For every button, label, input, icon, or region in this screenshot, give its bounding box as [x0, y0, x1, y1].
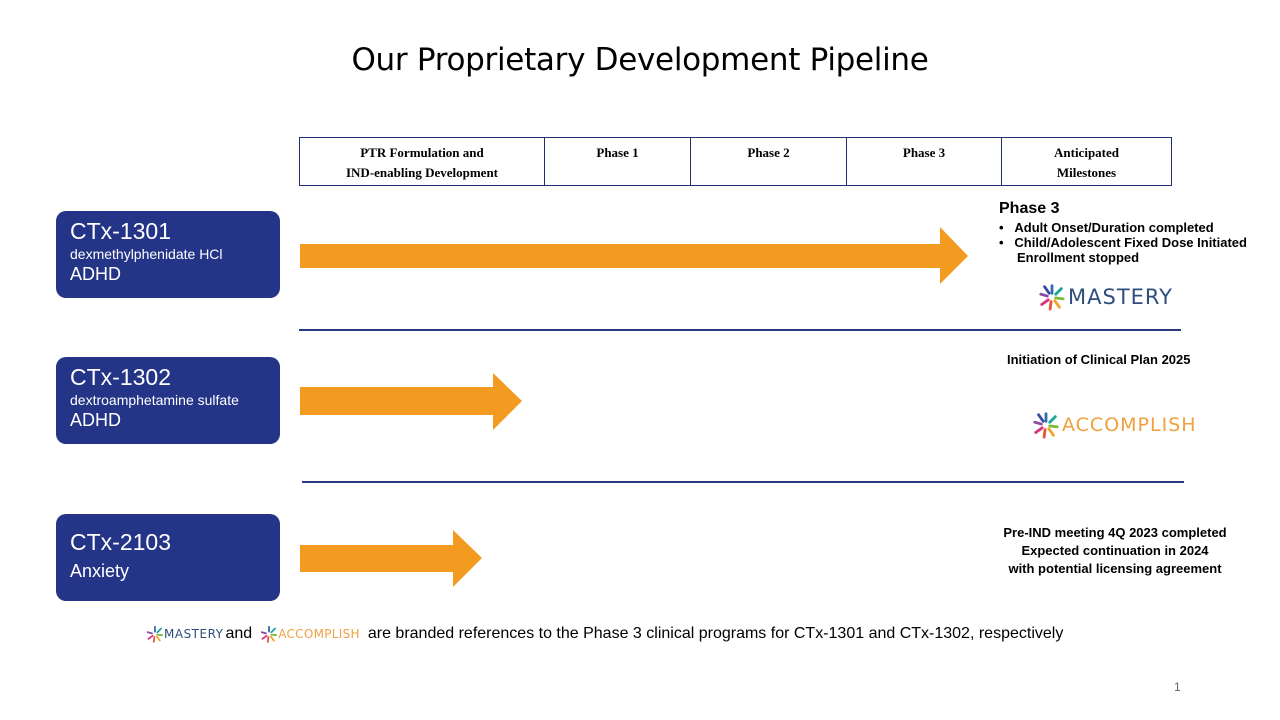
milestone-heading: Phase 3 [999, 200, 1060, 217]
program-code: CTx-2103 [70, 529, 171, 555]
accomplish-wordmark-small: ACCOMPLISH [278, 627, 360, 641]
program-box-ctx2103: CTx-2103 Anxiety [56, 514, 280, 601]
program-box-ctx1301: CTx-1301 dexmethylphenidate HCl ADHD [56, 211, 280, 298]
accomplish-logo: ACCOMPLISH [1032, 410, 1197, 440]
column-header-phase2: Phase 2 [690, 137, 847, 186]
program-code: CTx-1301 [70, 218, 171, 244]
header-line: Milestones [1056, 165, 1117, 180]
milestone-bullet: • Child/Adolescent Fixed Dose Initiated [999, 235, 1247, 250]
footer-and: and [225, 625, 253, 642]
progress-arrow-ctx1301 [300, 227, 968, 284]
mastery-wordmark-small: MASTERY [164, 627, 224, 641]
column-header-phase3: Phase 3 [846, 137, 1002, 186]
program-code: CTx-1302 [70, 364, 171, 390]
column-header-milestones: Anticipated Milestones [1001, 137, 1172, 186]
sunburst-icon [261, 625, 278, 643]
sunburst-icon [146, 625, 164, 643]
mastery-wordmark: MASTERY [1068, 285, 1173, 309]
program-compound: dextroamphetamine sulfate [70, 392, 239, 408]
program-indication: ADHD [70, 264, 122, 284]
column-header-phase1: Phase 1 [544, 137, 691, 186]
milestone-bullet: Enrollment stopped [1017, 250, 1140, 265]
milestone-line: with potential licensing agreement [1008, 561, 1222, 576]
column-header-formulation: PTR Formulation and IND-enabling Developm… [299, 137, 545, 186]
milestone-ctx1301: Phase 3 • Adult Onset/Duration completed… [999, 200, 1247, 265]
progress-arrow-ctx2103 [300, 530, 482, 587]
footer-note: MASTERY and ACCOMPLISH are branded refer… [146, 624, 1063, 644]
milestone-ctx2103: Pre-IND meeting 4Q 2023 completed Expect… [990, 524, 1240, 578]
program-indication: ADHD [70, 410, 122, 430]
program-compound: dexmethylphenidate HCl [70, 246, 223, 262]
program-box-ctx1302: CTx-1302 dextroamphetamine sulfate ADHD [56, 357, 280, 444]
progress-arrow-ctx1302 [300, 373, 522, 430]
sunburst-icon [1033, 412, 1059, 439]
row-divider [302, 481, 1184, 483]
header-line: IND-enabling Development [345, 165, 499, 180]
mastery-logo: MASTERY [1038, 282, 1173, 312]
row-divider [299, 329, 1181, 331]
program-indication: Anxiety [70, 561, 130, 581]
header-line: Anticipated [1054, 145, 1119, 160]
page-number: 1 [1174, 680, 1181, 694]
milestone-line: Expected continuation in 2024 [1021, 543, 1209, 558]
sunburst-icon [1039, 284, 1065, 311]
footer-text: are branded references to the Phase 3 cl… [367, 625, 1064, 642]
milestone-line: Pre-IND meeting 4Q 2023 completed [1003, 525, 1227, 540]
milestone-bullet: • Adult Onset/Duration completed [999, 220, 1214, 235]
accomplish-wordmark: ACCOMPLISH [1062, 414, 1197, 436]
milestone-ctx1302: Initiation of Clinical Plan 2025 [1007, 352, 1191, 367]
slide-title: Our Proprietary Development Pipeline [351, 42, 929, 78]
header-line: PTR Formulation and [360, 145, 484, 160]
